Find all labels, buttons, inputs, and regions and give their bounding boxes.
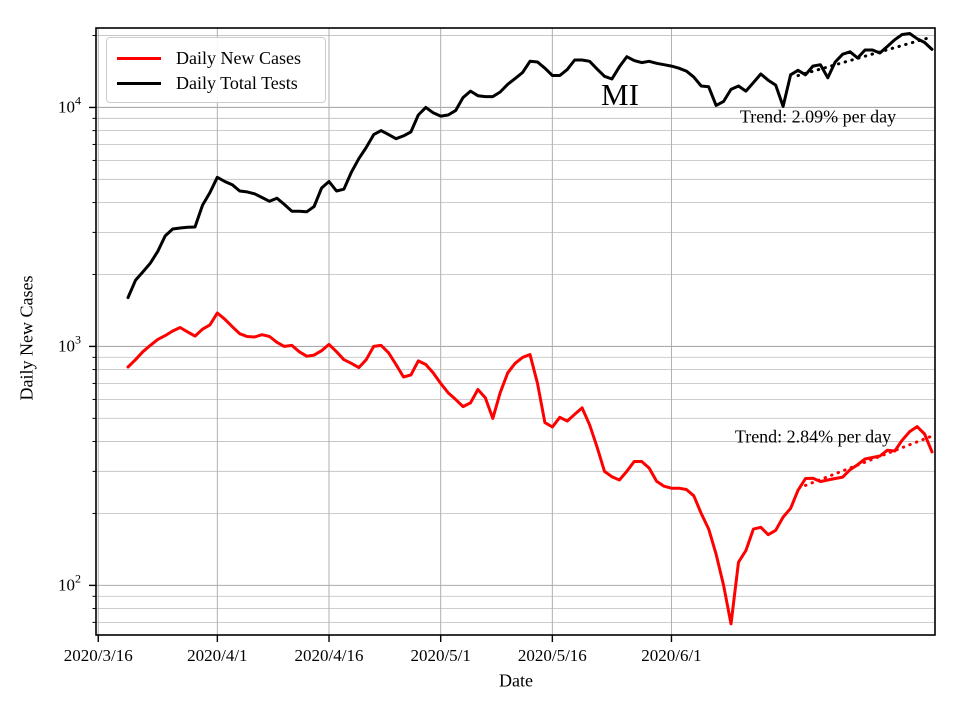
legend: Daily New Cases Daily Total Tests	[106, 37, 326, 103]
x-axis-ticks: 2020/3/16 2020/4/1 2020/4/16 2020/5/1 2020/5…	[64, 635, 702, 665]
cases-line	[126, 311, 934, 626]
x-tick-label: 2020/4/1	[187, 646, 247, 665]
vertical-gridlines	[97, 28, 672, 635]
legend-label-cases: Daily New Cases	[176, 48, 301, 68]
x-tick-label: 2020/6/1	[641, 646, 701, 665]
major-gridlines	[96, 106, 935, 586]
y-axis-label: Daily New Cases	[16, 275, 37, 401]
y-tick-label: 102	[58, 571, 81, 594]
legend-item-tests: Daily Total Tests	[117, 71, 325, 96]
plot-border	[95, 27, 936, 636]
x-tick-label: 2020/4/16	[295, 646, 364, 665]
y-axis-ticks: 104 103 102	[58, 35, 96, 623]
x-tick-label: 2020/3/16	[64, 646, 133, 665]
legend-label-tests: Daily Total Tests	[176, 73, 298, 93]
cases-trend-annotation: Trend: 2.84% per day	[734, 426, 892, 447]
y-tick-label: 103	[58, 332, 81, 355]
state-annotation: MI	[601, 77, 639, 112]
x-axis-label: Date	[499, 670, 533, 691]
x-tick-label: 2020/5/16	[518, 646, 587, 665]
y-tick-label: 104	[58, 93, 81, 116]
tests-line	[126, 32, 934, 300]
x-tick-label: 2020/5/1	[410, 646, 470, 665]
legend-item-cases: Daily New Cases	[117, 46, 325, 71]
tests-trend-line	[796, 35, 934, 78]
cases-trend-line	[803, 434, 934, 487]
cases-line-swatch	[117, 57, 161, 60]
tests-line-swatch	[117, 82, 161, 85]
tests-trend-annotation: Trend: 2.09% per day	[739, 106, 897, 127]
minor-gridlines	[96, 35, 935, 623]
